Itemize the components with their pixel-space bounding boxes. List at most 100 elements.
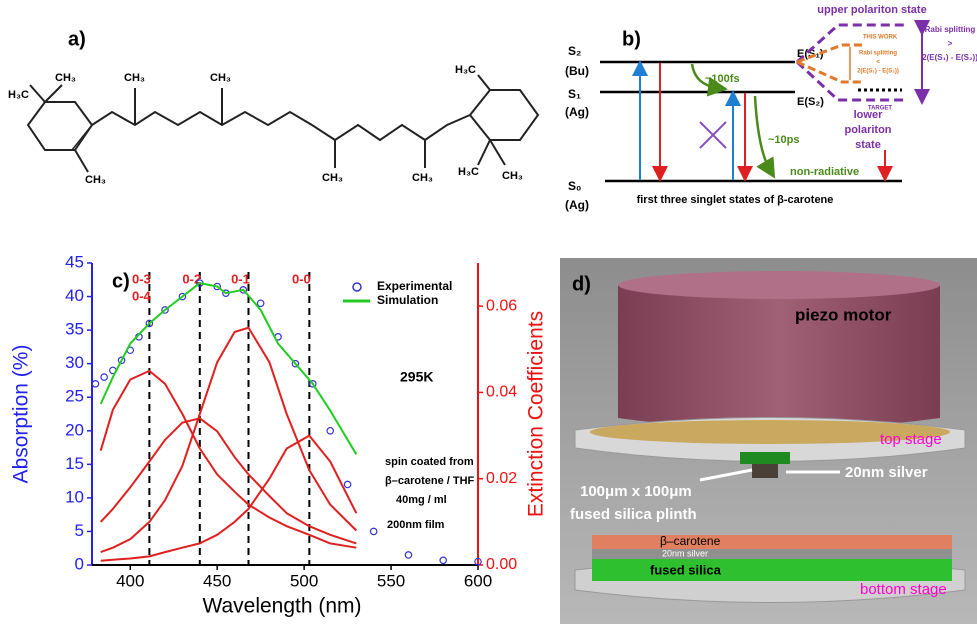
layer	[592, 535, 952, 549]
bond	[72, 125, 92, 150]
legend-marker	[353, 283, 361, 291]
label: β–carotene	[660, 534, 721, 548]
state-label: S₂	[568, 44, 581, 58]
y2-tick-label: 0.02	[486, 470, 517, 487]
x-tick-label: 600	[464, 571, 492, 590]
panel-b: b) S₂ (Bu) S₁ (Ag) S₀ (Ag) ~100fs ~10ps …	[565, 4, 977, 212]
bond	[490, 140, 505, 165]
group-label: CH₃	[55, 72, 76, 84]
x-axis-title: Wavelength (nm)	[202, 595, 361, 618]
annotation: Rabi splitting	[925, 25, 976, 34]
group-label: H₃C	[455, 64, 476, 76]
y-tick-label: 15	[65, 454, 84, 473]
panel-a: a) H₃C CH₃ CH₃ CH₃ CH₃ CH₃ CH₃ H₃C H₃C C…	[8, 28, 538, 186]
annotation: 2(E(S₁) - E(S₂))	[922, 53, 977, 62]
x-tick-label: 500	[290, 571, 318, 590]
component-curve	[101, 371, 357, 548]
panel-label: c)	[112, 270, 130, 292]
figure: a) H₃C CH₃ CH₃ CH₃ CH₃ CH₃ CH₃ H₃C H₃C C…	[0, 0, 977, 624]
y-tick-label: 5	[75, 521, 84, 540]
layer	[592, 549, 952, 559]
annotation: 2(E(S₁) - E(S₂))	[857, 69, 899, 75]
data-point	[257, 300, 263, 306]
label: 20nm silver	[845, 464, 928, 481]
simulation-line	[101, 283, 357, 454]
annotation: polariton	[844, 124, 891, 136]
panel-c: c) Absorption (%) Extinction Coefficient…	[10, 252, 548, 617]
data-point	[344, 481, 350, 487]
plinth	[740, 452, 790, 464]
ring	[28, 102, 92, 150]
label: piezo motor	[795, 305, 892, 324]
data-point	[101, 374, 107, 380]
panel-label: b)	[622, 28, 641, 50]
legend-label: Experimental	[377, 279, 452, 293]
y-tick-label: 10	[65, 487, 84, 506]
group-label: CH₃	[502, 170, 523, 182]
label: bottom stage	[860, 581, 947, 598]
data-point	[440, 557, 446, 563]
y-tick-label: 20	[65, 420, 84, 439]
annotation: non-radiative	[790, 166, 859, 178]
state-label: (Ag)	[565, 198, 589, 212]
state-label: S₁	[568, 87, 581, 101]
legend-label: Simulation	[377, 293, 438, 307]
group-label: CH₃	[412, 172, 433, 184]
annotation: <	[876, 60, 880, 66]
component-curve	[101, 418, 357, 543]
annotation: E(S₂)	[797, 96, 824, 108]
panel-d: d) piezo motor top stage 20nm silver 100…	[560, 258, 977, 624]
annotation: 295K	[400, 369, 433, 385]
annotation: state	[855, 139, 881, 151]
y2-tick-label: 0.06	[486, 297, 517, 314]
panel-label: a)	[68, 28, 86, 50]
y-tick-label: 35	[65, 320, 84, 339]
label: fused silica plinth	[570, 506, 697, 523]
annotation: Rabi splitting	[859, 51, 897, 57]
group-label: CH₃	[322, 172, 343, 184]
bond	[30, 85, 45, 102]
annotation: ~100fs	[705, 73, 740, 85]
silver-pad	[752, 464, 778, 478]
data-point	[92, 381, 98, 387]
bond	[45, 85, 62, 102]
transition-label: 0-1	[231, 271, 250, 286]
data-point	[327, 428, 333, 434]
bond	[478, 140, 490, 165]
data-point	[405, 552, 411, 558]
data-point	[370, 528, 376, 534]
y-tick-label: 30	[65, 353, 84, 372]
y-tick-label: 25	[65, 387, 84, 406]
annotation: 200nm film	[387, 519, 445, 531]
layer	[592, 559, 952, 581]
group-label: CH₃	[124, 72, 145, 84]
annotation: ~10ps	[768, 134, 800, 146]
group-label: CH₃	[210, 72, 231, 84]
chain	[92, 112, 470, 140]
cross	[700, 122, 726, 148]
annotation: upper polariton state	[817, 4, 926, 16]
y-axis-title: Absorption (%)	[10, 345, 33, 484]
y-tick-label: 40	[65, 286, 84, 305]
state-label: S₀	[568, 179, 581, 193]
label: fused silica	[650, 562, 722, 577]
label: 100μm x 100μm	[580, 483, 692, 500]
annotation: spin coated from	[385, 456, 474, 468]
annotation: lower	[854, 109, 883, 121]
x-tick-label: 400	[116, 571, 144, 590]
y-tick-label: 45	[65, 252, 84, 271]
y-tick-label: 0	[75, 554, 84, 573]
group-label: H₃C	[458, 166, 479, 178]
annotation: THIS WORK	[863, 35, 898, 41]
ring	[470, 90, 538, 140]
caption: first three singlet states of β-carotene	[637, 194, 834, 206]
transition-label: 0-0	[292, 271, 311, 286]
state-label: (Ag)	[565, 105, 589, 119]
component-curve	[101, 328, 357, 552]
bond	[478, 75, 490, 90]
transition-label: 0-3	[132, 271, 151, 286]
label: top stage	[880, 431, 942, 448]
bond	[75, 150, 88, 172]
state-label: (Bu)	[565, 64, 589, 78]
y2-axis-title: Extinction Coefficients	[525, 311, 548, 517]
